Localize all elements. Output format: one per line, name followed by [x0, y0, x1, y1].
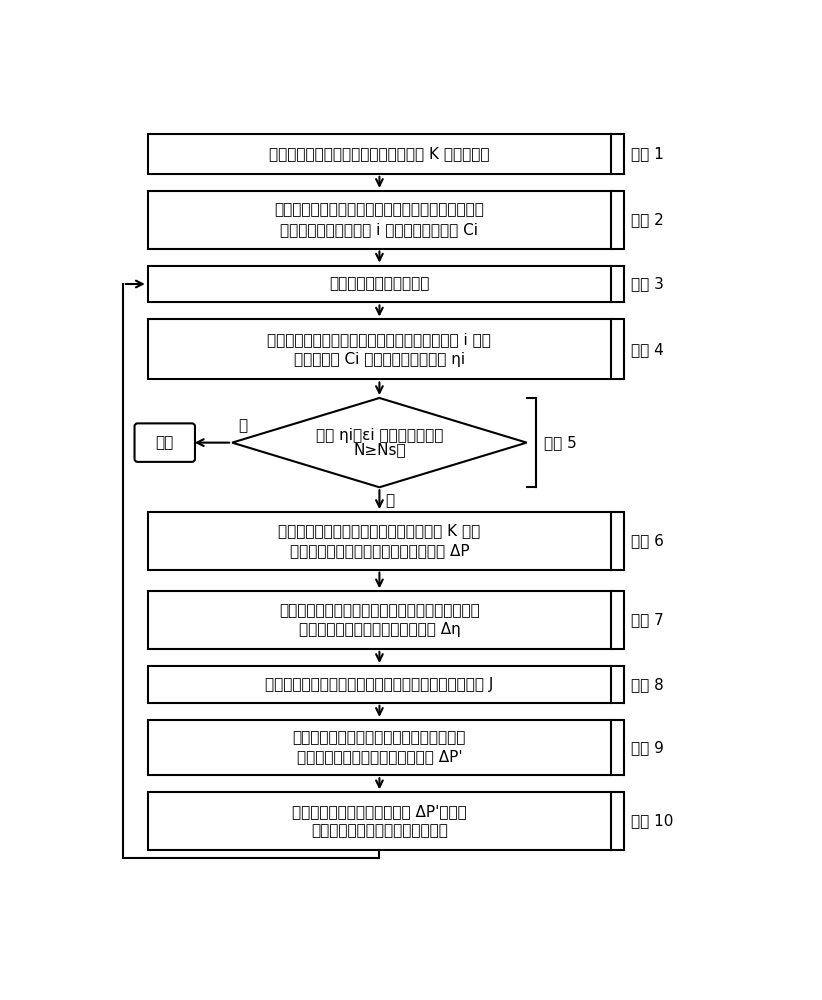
- Text: 故障，记对应输电断面 i 的预想故障场景为 Ci: 故障，记对应输电断面 i 的预想故障场景为 Ci: [280, 222, 478, 237]
- Bar: [148, 512, 611, 570]
- Text: 步骤 4: 步骤 4: [631, 342, 664, 357]
- Text: 满足 ηi＜εi 的输电断面个数: 满足 ηi＜εi 的输电断面个数: [316, 428, 443, 443]
- Text: 计算新的电网潮流下，断面主导的系统稳定裕度的: 计算新的电网潮流下，断面主导的系统稳定裕度的: [279, 603, 480, 618]
- Text: 系统运行方式，生成新的基态潮流: 系统运行方式，生成新的基态潮流: [311, 823, 448, 838]
- Text: 步骤 5: 步骤 5: [543, 435, 576, 450]
- FancyBboxPatch shape: [135, 423, 195, 462]
- Bar: [148, 720, 611, 775]
- Text: 步骤 8: 步骤 8: [631, 677, 664, 692]
- Text: 的电网潮流，形成断面功率摄动量矩阵 ΔP: 的电网潮流，形成断面功率摄动量矩阵 ΔP: [289, 543, 469, 558]
- Text: 步骤 10: 步骤 10: [631, 814, 674, 829]
- Bar: [148, 591, 611, 649]
- Text: 结束: 结束: [155, 435, 174, 450]
- Bar: [148, 134, 611, 174]
- Text: 步骤 2: 步骤 2: [631, 212, 664, 227]
- Text: 步骤 3: 步骤 3: [631, 277, 664, 292]
- Text: 否: 否: [386, 493, 395, 508]
- Text: 步骤 9: 步骤 9: [631, 740, 664, 755]
- Polygon shape: [232, 398, 527, 487]
- Text: 步骤 6: 步骤 6: [631, 533, 664, 548]
- Text: 计算各个断面主导的系统稳定裕度，记对应断面 i 在预: 计算各个断面主导的系统稳定裕度，记对应断面 i 在预: [267, 332, 492, 347]
- Text: 确定所考察的输电断面集合，设共包含 K 个输电断面: 确定所考察的输电断面集合，设共包含 K 个输电断面: [269, 146, 490, 161]
- Text: 取一个电力系统基态潮流: 取一个电力系统基态潮流: [330, 277, 430, 292]
- Text: 步骤 7: 步骤 7: [631, 613, 664, 628]
- Text: 按断面编号顺序逐次摄动断面功率，生成 K 个新: 按断面编号顺序逐次摄动断面功率，生成 K 个新: [279, 523, 481, 538]
- Bar: [148, 266, 611, 302]
- Bar: [148, 666, 611, 703]
- Text: 变化量，形成稳定裕度摄动量矩阵 Δη: 变化量，形成稳定裕度摄动量矩阵 Δη: [298, 622, 460, 637]
- Bar: [148, 319, 611, 379]
- Text: 步骤 1: 步骤 1: [631, 146, 664, 161]
- Text: 采用各断面功率的同时变化量 ΔP'，调整: 采用各断面功率的同时变化量 ΔP'，调整: [292, 804, 467, 819]
- Text: 计算断面输送功率对系统稳定裕度的交互影响因子矩阵 J: 计算断面输送功率对系统稳定裕度的交互影响因子矩阵 J: [266, 677, 494, 692]
- Text: 对每一个输电断面指定一个限制断面输送能力的关键: 对每一个输电断面指定一个限制断面输送能力的关键: [275, 202, 484, 217]
- Text: 计算使所考察各个断面主导的系统稳定裕度: 计算使所考察各个断面主导的系统稳定裕度: [293, 731, 466, 746]
- Text: 同时均衡减小的各断面功率变化量 ΔP': 同时均衡减小的各断面功率变化量 ΔP': [297, 749, 462, 764]
- Bar: [148, 191, 611, 249]
- Text: 想故障场景 Ci 下的系统稳定裕度为 ηi: 想故障场景 Ci 下的系统稳定裕度为 ηi: [293, 352, 465, 367]
- Text: N≥Ns？: N≥Ns？: [353, 442, 406, 457]
- Bar: [148, 792, 611, 850]
- Text: 是: 是: [238, 418, 247, 433]
